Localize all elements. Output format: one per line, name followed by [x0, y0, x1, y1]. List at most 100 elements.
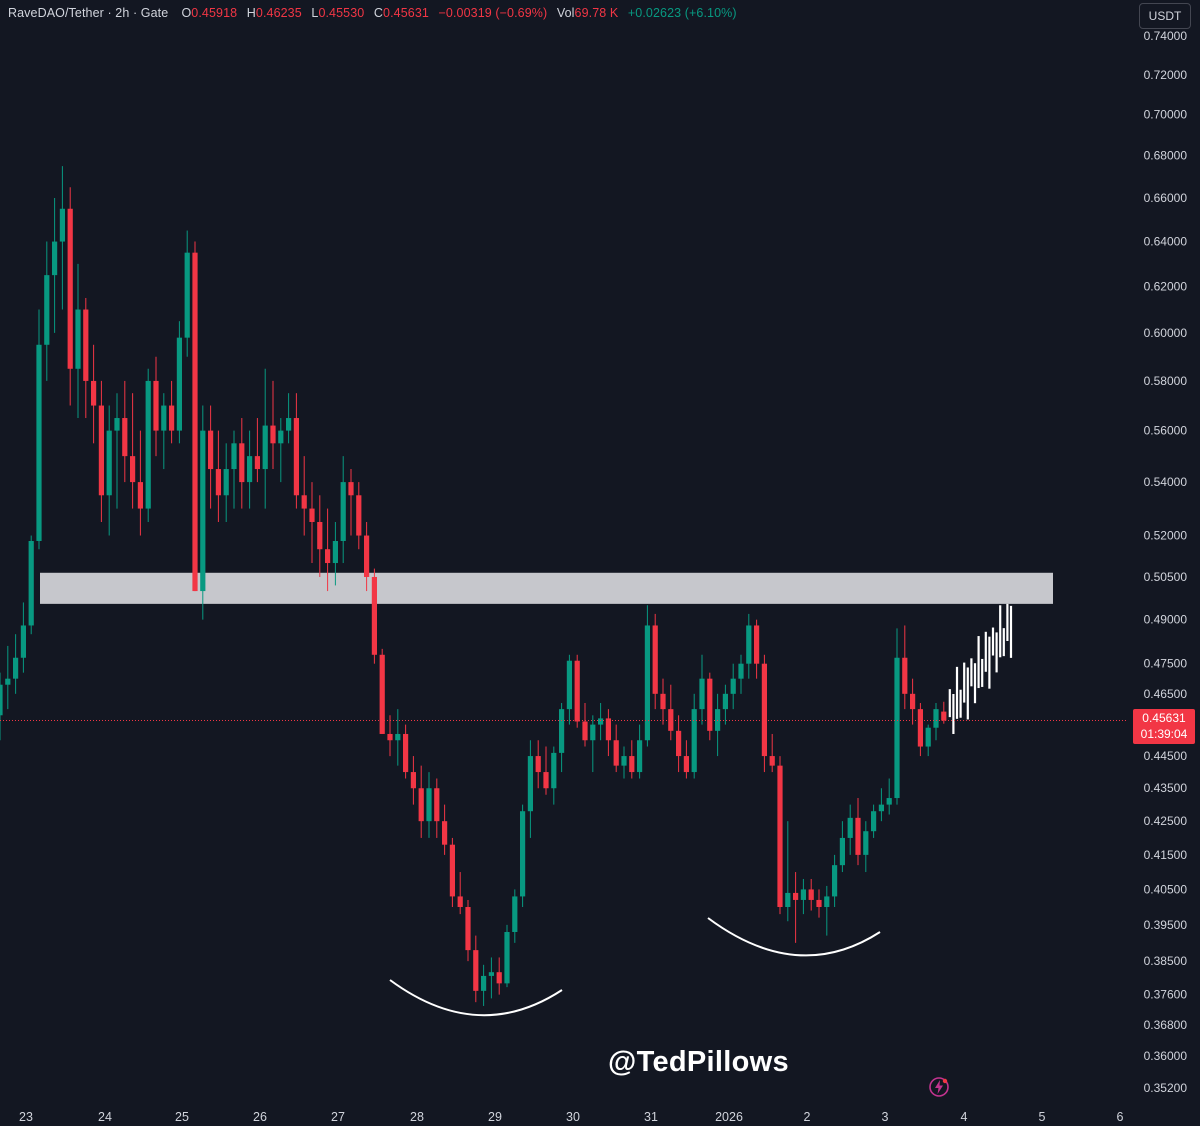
y-tick-label: 0.41500 [1144, 848, 1188, 862]
candle-body [434, 788, 440, 822]
candle-body [559, 709, 565, 753]
x-tick-label: 5 [1039, 1110, 1046, 1124]
candle [863, 821, 869, 873]
candle-body [231, 443, 237, 470]
candle-body [278, 430, 284, 444]
candle [793, 872, 799, 943]
candle-body [738, 663, 744, 679]
x-tick-label: 25 [175, 1110, 189, 1124]
candle-body [239, 443, 245, 483]
candle [371, 568, 377, 664]
candle-body [816, 899, 822, 908]
candle [293, 393, 299, 509]
candle-body [878, 804, 884, 812]
candle-body [426, 788, 432, 822]
resistance-zone[interactable] [40, 572, 1053, 604]
y-tick-label: 0.56000 [1144, 424, 1188, 438]
candle [777, 756, 783, 915]
symbol-title[interactable]: RaveDAO/Tether · 2h · Gate [8, 6, 169, 20]
candle [254, 418, 260, 483]
candle-body [356, 495, 362, 536]
x-tick-label: 27 [331, 1110, 345, 1124]
candle [504, 924, 510, 988]
lightning-bolt-icon[interactable] [928, 1076, 950, 1098]
high-label: H [246, 6, 256, 20]
y-tick-label: 0.35200 [1144, 1081, 1188, 1095]
currency-button[interactable]: USDT [1139, 3, 1191, 29]
candle [816, 889, 822, 918]
bar-countdown: 01:39:04 [1140, 727, 1188, 741]
candle [215, 430, 221, 522]
y-tick-label: 0.36800 [1144, 1018, 1188, 1032]
candle [761, 654, 767, 773]
candle [161, 393, 167, 470]
candle-body [75, 309, 81, 369]
candle [871, 804, 877, 838]
candle-body [746, 625, 752, 664]
x-tick-label: 2 [804, 1110, 811, 1124]
candle-body [637, 740, 643, 773]
candle-body [176, 337, 182, 431]
candle-body [621, 756, 627, 766]
candle [75, 263, 81, 419]
candle-body [28, 540, 34, 626]
rounded-bottom-curve-right [707, 917, 881, 957]
low-value: 0.45530 [318, 6, 365, 20]
candle [613, 724, 619, 773]
candle [535, 740, 541, 789]
candle [301, 456, 307, 536]
candle [668, 684, 674, 741]
y-tick-label: 0.68000 [1144, 149, 1188, 163]
candle-body [371, 576, 377, 655]
candle-body [410, 772, 416, 789]
candle-body [192, 252, 198, 592]
candle-body [793, 892, 799, 900]
candle-body [348, 482, 354, 496]
candle-body [496, 972, 502, 984]
candle-body [613, 740, 619, 766]
candle-body [91, 380, 97, 406]
candle-body [332, 540, 338, 564]
candle-body [473, 950, 479, 991]
candle-body [917, 709, 923, 747]
candle-body [777, 765, 783, 908]
candle [379, 648, 385, 734]
y-tick-label: 0.64000 [1144, 235, 1188, 249]
candle [449, 837, 455, 908]
y-tick-label: 0.66000 [1144, 191, 1188, 205]
candle [223, 443, 229, 522]
candle-body [184, 252, 190, 338]
candle-body [52, 241, 58, 276]
x-tick-label: 6 [1117, 1110, 1124, 1124]
candle-body [161, 405, 167, 431]
x-tick-label: 4 [961, 1110, 968, 1124]
candle [590, 715, 596, 773]
candle [598, 702, 604, 741]
candle [20, 602, 26, 673]
y-tick-label: 0.62000 [1144, 280, 1188, 294]
candle-body [449, 844, 455, 897]
candle [910, 678, 916, 725]
candle [395, 709, 401, 766]
candle [855, 798, 861, 866]
candle-body [395, 733, 401, 741]
candle [574, 654, 580, 728]
candle [676, 715, 682, 773]
candle [512, 889, 518, 943]
candle [652, 613, 658, 710]
candle [660, 678, 666, 725]
candle-body [122, 418, 128, 457]
y-tick-label: 0.74000 [1144, 29, 1188, 43]
candle [691, 693, 697, 779]
candle [551, 746, 557, 805]
candle-body [488, 972, 494, 976]
candle-body [325, 549, 331, 564]
candle [5, 645, 11, 710]
candle [707, 672, 713, 741]
candle-body [652, 625, 658, 694]
y-tick-label: 0.60000 [1144, 326, 1188, 340]
candle-body [286, 418, 292, 431]
candle [832, 854, 838, 908]
x-tick-label: 30 [566, 1110, 580, 1124]
